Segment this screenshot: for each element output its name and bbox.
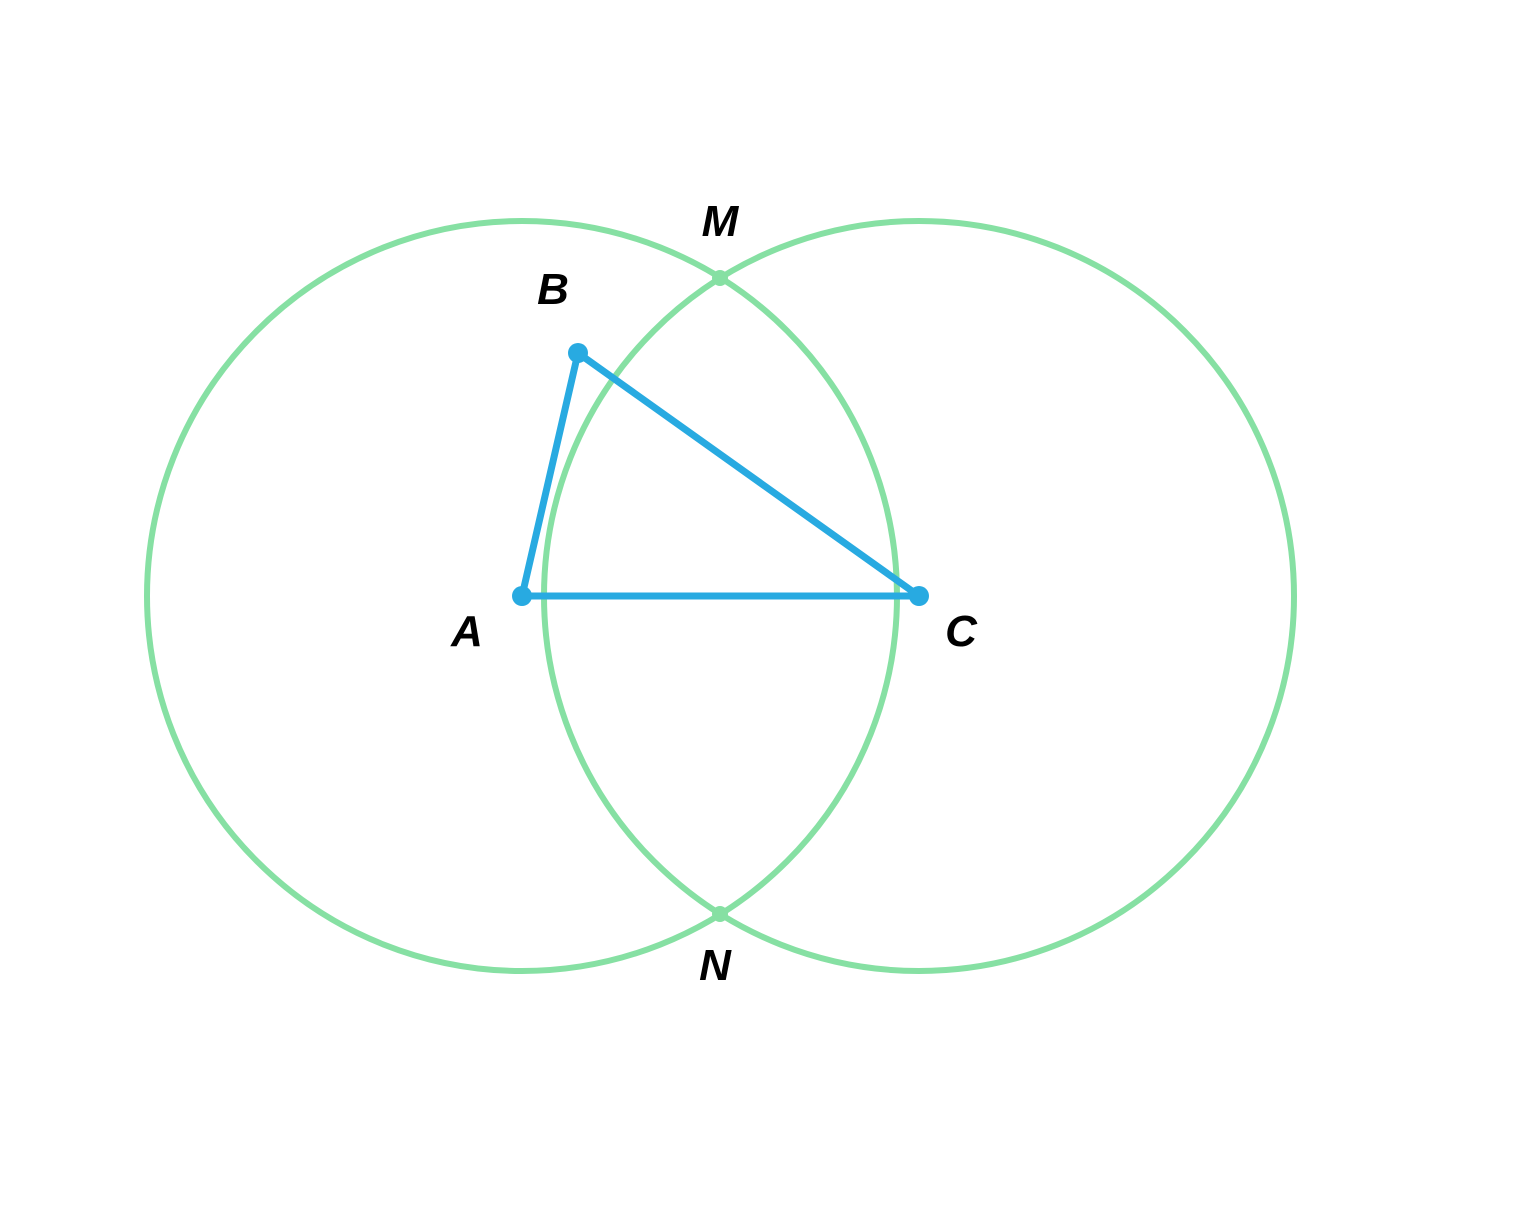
geometry-diagram — [0, 0, 1536, 1224]
label-N: N — [699, 941, 731, 991]
point-M — [712, 270, 728, 286]
point-C — [909, 586, 929, 606]
label-C: C — [945, 607, 977, 657]
point-A — [512, 586, 532, 606]
triangle-abc — [522, 353, 919, 596]
label-M: M — [702, 197, 739, 247]
label-A: A — [451, 607, 483, 657]
label-B: B — [537, 265, 569, 315]
point-B — [568, 343, 588, 363]
point-N — [712, 906, 728, 922]
